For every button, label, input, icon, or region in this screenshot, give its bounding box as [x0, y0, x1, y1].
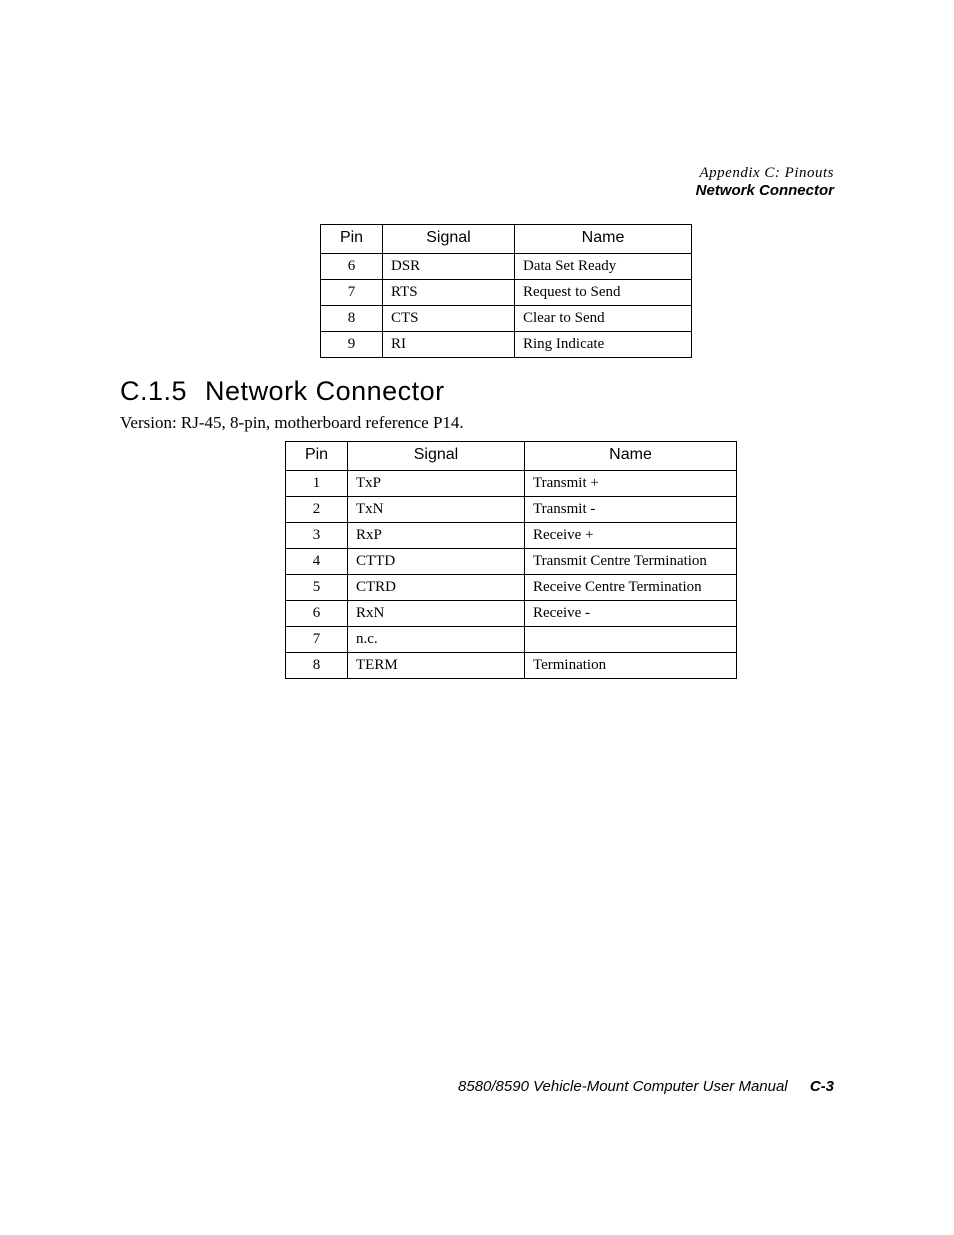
cell-name: Transmit - — [525, 497, 737, 523]
table-row: 8CTSClear to Send — [321, 306, 692, 332]
cell-signal: TxP — [348, 471, 525, 497]
page-footer: 8580/8590 Vehicle-Mount Computer User Ma… — [458, 1078, 834, 1095]
table-row: 7n.c. — [286, 627, 737, 653]
cell-name: Termination — [525, 653, 737, 679]
cell-pin: 9 — [321, 332, 383, 358]
cell-pin: 3 — [286, 523, 348, 549]
section-heading: C.1.5 Network Connector — [120, 376, 834, 407]
cell-signal: RxP — [348, 523, 525, 549]
network-pinout-table: Pin Signal Name 1TxPTransmit +2TxNTransm… — [285, 441, 737, 679]
cell-name — [525, 627, 737, 653]
footer-text: 8580/8590 Vehicle-Mount Computer User Ma… — [458, 1078, 788, 1095]
table-row: 7RTSRequest to Send — [321, 280, 692, 306]
table-row: 8TERMTermination — [286, 653, 737, 679]
col-pin: Pin — [286, 442, 348, 471]
table1-body: 6DSRData Set Ready7RTSRequest to Send8CT… — [321, 254, 692, 358]
cell-pin: 6 — [321, 254, 383, 280]
section-number: C.1.5 — [120, 376, 187, 407]
table-row: 1TxPTransmit + — [286, 471, 737, 497]
table-header-row: Pin Signal Name — [286, 442, 737, 471]
table-row: 9RIRing Indicate — [321, 332, 692, 358]
cell-pin: 7 — [321, 280, 383, 306]
cell-name: Receive Centre Termination — [525, 575, 737, 601]
cell-name: Data Set Ready — [515, 254, 692, 280]
table2-body: 1TxPTransmit +2TxNTransmit -3RxPReceive … — [286, 471, 737, 679]
running-header: Appendix C: Pinouts Network Connector — [120, 165, 834, 199]
version-text: Version: RJ-45, 8-pin, motherboard refer… — [120, 413, 834, 433]
cell-pin: 1 — [286, 471, 348, 497]
footer-page-number: C-3 — [810, 1078, 834, 1095]
table-row: 6DSRData Set Ready — [321, 254, 692, 280]
table-row: 6RxNReceive - — [286, 601, 737, 627]
cell-pin: 5 — [286, 575, 348, 601]
cell-pin: 8 — [321, 306, 383, 332]
cell-pin: 2 — [286, 497, 348, 523]
cell-signal: RxN — [348, 601, 525, 627]
col-pin: Pin — [321, 225, 383, 254]
cell-name: Clear to Send — [515, 306, 692, 332]
table-row: 4CTTDTransmit Centre Termination — [286, 549, 737, 575]
col-name: Name — [525, 442, 737, 471]
cell-pin: 6 — [286, 601, 348, 627]
cell-signal: RTS — [383, 280, 515, 306]
cell-name: Receive + — [525, 523, 737, 549]
section-title: Network Connector — [205, 376, 445, 406]
cell-name: Transmit + — [525, 471, 737, 497]
cell-name: Request to Send — [515, 280, 692, 306]
col-signal: Signal — [348, 442, 525, 471]
col-name: Name — [515, 225, 692, 254]
cell-signal: n.c. — [348, 627, 525, 653]
cell-signal: RI — [383, 332, 515, 358]
cell-signal: DSR — [383, 254, 515, 280]
cell-name: Transmit Centre Termination — [525, 549, 737, 575]
cell-name: Ring Indicate — [515, 332, 692, 358]
header-appendix: Appendix C: Pinouts — [120, 165, 834, 182]
cell-signal: TxN — [348, 497, 525, 523]
page-content: Appendix C: Pinouts Network Connector Pi… — [0, 0, 954, 679]
table-row: 2TxNTransmit - — [286, 497, 737, 523]
cell-pin: 7 — [286, 627, 348, 653]
cell-signal: CTS — [383, 306, 515, 332]
header-section: Network Connector — [120, 182, 834, 199]
cell-pin: 8 — [286, 653, 348, 679]
table-header-row: Pin Signal Name — [321, 225, 692, 254]
cell-name: Receive - — [525, 601, 737, 627]
cell-signal: CTRD — [348, 575, 525, 601]
col-signal: Signal — [383, 225, 515, 254]
table-row: 3RxPReceive + — [286, 523, 737, 549]
cell-signal: CTTD — [348, 549, 525, 575]
cell-signal: TERM — [348, 653, 525, 679]
table-row: 5CTRDReceive Centre Termination — [286, 575, 737, 601]
cell-pin: 4 — [286, 549, 348, 575]
serial-pinout-table: Pin Signal Name 6DSRData Set Ready7RTSRe… — [320, 224, 692, 358]
